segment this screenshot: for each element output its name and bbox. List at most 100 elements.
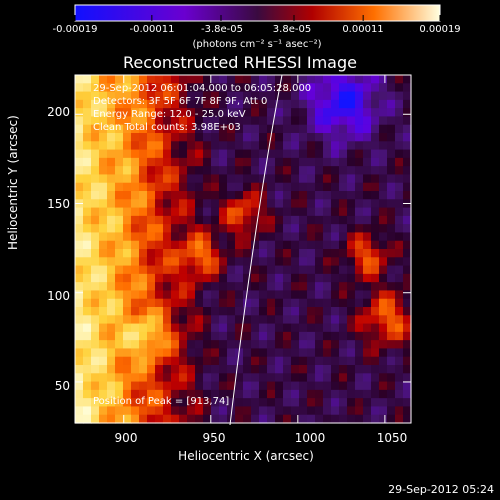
heatmap-cell bbox=[115, 199, 124, 209]
heatmap-cell bbox=[147, 365, 156, 374]
heatmap-cell bbox=[267, 398, 276, 408]
heatmap-cell bbox=[115, 356, 124, 366]
heatmap-cell bbox=[403, 149, 412, 159]
heatmap-cell bbox=[155, 99, 164, 109]
heatmap-cell bbox=[355, 133, 364, 142]
heatmap-cell bbox=[259, 108, 268, 118]
heatmap-cell bbox=[371, 182, 380, 192]
heatmap-cell bbox=[219, 108, 228, 118]
heatmap-cell bbox=[139, 141, 148, 151]
heatmap-cell bbox=[179, 75, 188, 84]
heatmap-cell bbox=[91, 91, 100, 101]
heatmap-cell bbox=[163, 323, 172, 333]
y-tick-label: 100 bbox=[47, 289, 70, 303]
heatmap-cell bbox=[403, 116, 412, 126]
heatmap-cell bbox=[387, 414, 396, 424]
heatmap-cell bbox=[203, 290, 212, 300]
heatmap-cell bbox=[379, 224, 388, 234]
heatmap-cell bbox=[371, 232, 380, 242]
heatmap-cell bbox=[219, 373, 228, 383]
heatmap-cell bbox=[235, 381, 244, 391]
heatmap-cell bbox=[91, 356, 100, 366]
heatmap-cell bbox=[91, 389, 100, 399]
heatmap-cell bbox=[363, 414, 372, 424]
heatmap-cell bbox=[267, 315, 276, 325]
heatmap-cell bbox=[275, 381, 284, 391]
heatmap-cell bbox=[195, 83, 204, 93]
heatmap-cell bbox=[107, 323, 116, 333]
heatmap-cell bbox=[259, 116, 268, 126]
heatmap-cell bbox=[299, 157, 308, 167]
heatmap-cell bbox=[211, 191, 220, 200]
heatmap-cell bbox=[379, 157, 388, 167]
heatmap-cell bbox=[147, 323, 156, 333]
heatmap-cell bbox=[251, 257, 260, 267]
heatmap-cell bbox=[211, 323, 220, 333]
heatmap-cell bbox=[291, 141, 300, 151]
heatmap-cell bbox=[403, 315, 412, 325]
heatmap-cell bbox=[99, 389, 108, 399]
heatmap-cell bbox=[171, 307, 180, 316]
heatmap-cell bbox=[379, 273, 388, 283]
heatmap-cell bbox=[347, 166, 356, 176]
heatmap-cell bbox=[227, 75, 236, 84]
heatmap-cell bbox=[123, 282, 132, 292]
heatmap-cell bbox=[291, 414, 300, 424]
heatmap-cell bbox=[155, 116, 164, 126]
heatmap-cell bbox=[187, 365, 196, 374]
heatmap-cell bbox=[243, 240, 252, 250]
heatmap-cell bbox=[363, 157, 372, 167]
heatmap-cell bbox=[291, 389, 300, 399]
heatmap-cell bbox=[179, 83, 188, 93]
heatmap-cell bbox=[147, 340, 156, 350]
heatmap-cell bbox=[267, 224, 276, 234]
heatmap-cell bbox=[355, 166, 364, 176]
heatmap-cell bbox=[179, 331, 188, 341]
heatmap-cell bbox=[139, 91, 148, 101]
heatmap-cell bbox=[155, 108, 164, 118]
heatmap-cell bbox=[339, 348, 348, 358]
heatmap-cell bbox=[147, 315, 156, 325]
heatmap-cell bbox=[83, 232, 92, 242]
heatmap-cell bbox=[403, 348, 412, 358]
heatmap-cell bbox=[219, 91, 228, 101]
heatmap-cell bbox=[307, 240, 316, 250]
heatmap-cell bbox=[403, 381, 412, 391]
heatmap-cell bbox=[179, 257, 188, 267]
heatmap-cell bbox=[323, 365, 332, 374]
heatmap-cell bbox=[227, 290, 236, 300]
heatmap-cell bbox=[379, 381, 388, 391]
heatmap-cell bbox=[363, 331, 372, 341]
heatmap-cell bbox=[339, 257, 348, 267]
heatmap-cell bbox=[91, 257, 100, 267]
heatmap-cell bbox=[243, 406, 252, 416]
heatmap-cell bbox=[179, 307, 188, 316]
heatmap-cell bbox=[195, 232, 204, 242]
heatmap-cell bbox=[307, 91, 316, 101]
heatmap-cell bbox=[387, 298, 396, 308]
heatmap-cell bbox=[83, 323, 92, 333]
heatmap-cell bbox=[259, 315, 268, 325]
heatmap-cell bbox=[187, 149, 196, 159]
heatmap-cell bbox=[339, 133, 348, 142]
heatmap-cell bbox=[299, 298, 308, 308]
time-range-annotation: 29-Sep-2012 06:01:04.000 to 06:05:28.000 bbox=[93, 83, 312, 94]
heatmap-cell bbox=[283, 166, 292, 176]
heatmap-cell bbox=[315, 232, 324, 242]
heatmap-cell bbox=[307, 166, 316, 176]
heatmap-cell bbox=[251, 398, 260, 408]
heatmap-cell bbox=[91, 124, 100, 134]
heatmap-cell bbox=[115, 323, 124, 333]
heatmap-cell bbox=[195, 315, 204, 325]
heatmap-cell bbox=[131, 373, 140, 383]
heatmap-cell bbox=[203, 240, 212, 250]
heatmap-cell bbox=[131, 224, 140, 234]
heatmap-cell bbox=[179, 149, 188, 159]
heatmap-cell bbox=[107, 75, 116, 84]
heatmap-cell bbox=[331, 215, 340, 225]
heatmap-cell bbox=[235, 141, 244, 151]
heatmap-cell bbox=[171, 116, 180, 126]
heatmap-cell bbox=[363, 116, 372, 126]
heatmap-cell bbox=[171, 240, 180, 250]
heatmap-cell bbox=[355, 340, 364, 350]
